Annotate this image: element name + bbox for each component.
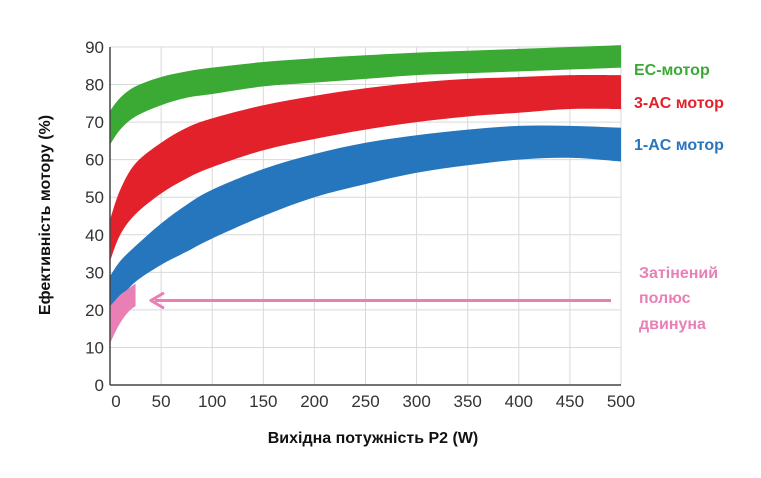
y-tick-label: 80 <box>85 76 104 95</box>
x-tick-label: 400 <box>505 392 533 411</box>
y-tick-label: 10 <box>85 338 104 357</box>
x-tick-label: 50 <box>152 392 171 411</box>
x-tick-label: 250 <box>351 392 379 411</box>
x-axis-title: Вихідна потужність P2 (W) <box>268 430 479 447</box>
series-label-3: 1-AC мотор <box>634 137 724 154</box>
series-labels: EC-мотор 3-AC мотор 1-AC мотор Затінений пол… <box>634 62 724 333</box>
y-tick-label: 50 <box>85 188 104 207</box>
series-label-2: 3-AC мотор <box>634 95 724 112</box>
y-tick-label: 0 <box>95 376 104 395</box>
y-tick-label: 60 <box>85 151 104 170</box>
series-label-1: EC-мотор <box>634 62 710 79</box>
x-tick-label: 200 <box>300 392 328 411</box>
annotation-arrow-head <box>149 292 165 309</box>
x-tick-label: 450 <box>556 392 584 411</box>
x-tick-label: 0 <box>111 392 120 411</box>
x-tick-label: 100 <box>198 392 226 411</box>
y-tick-label: 20 <box>85 301 104 320</box>
series-band-2 <box>110 75 621 262</box>
series-band-3 <box>110 125 621 310</box>
series-bands <box>110 45 621 344</box>
x-tick-label: 150 <box>249 392 277 411</box>
y-axis-title: Ефективність мотору (%) <box>37 115 54 315</box>
y-tick-label: 40 <box>85 226 104 245</box>
series-band-4 <box>110 283 136 344</box>
series-label-4: Затінений полюс двинуна <box>639 265 718 333</box>
series-band-1 <box>110 45 621 145</box>
x-tick-label: 350 <box>454 392 482 411</box>
annotations <box>149 292 611 309</box>
series-label-line: двинуна <box>639 316 706 333</box>
y-tick-label: 30 <box>85 263 104 282</box>
y-tick-label: 90 <box>85 38 104 57</box>
y-tick-label: 70 <box>85 113 104 132</box>
x-tick-label: 500 <box>607 392 635 411</box>
series-label-line: Затінений <box>639 265 718 282</box>
series-label-line: полюс <box>639 290 691 307</box>
x-tick-label: 300 <box>402 392 430 411</box>
axes: Вихідна потужність P2 (W) Ефективність м… <box>37 38 635 447</box>
